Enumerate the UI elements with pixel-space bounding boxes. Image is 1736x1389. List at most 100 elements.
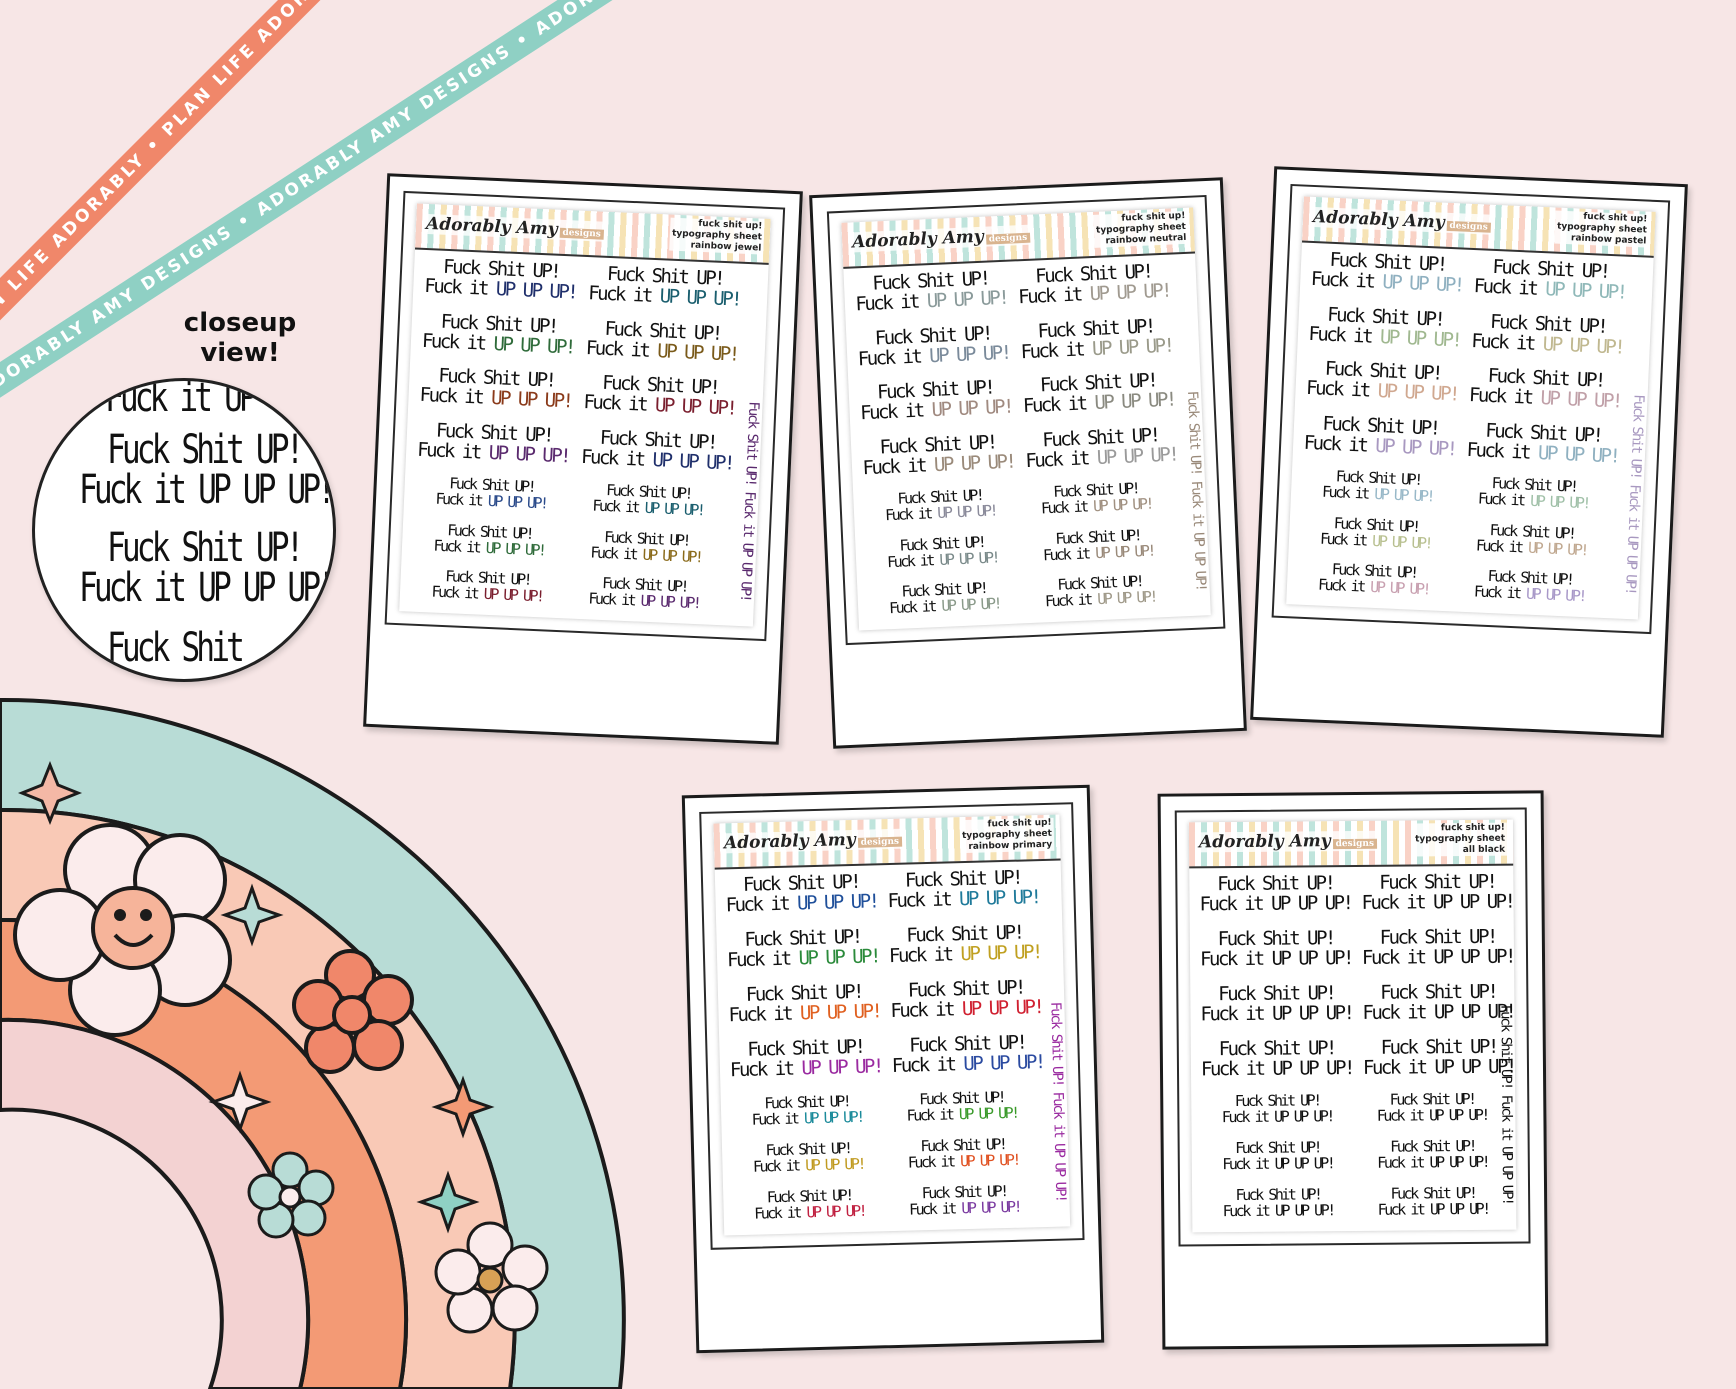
phrase-sticker: Fuck Shit UP! Fuck it UP UP UP!: [1305, 357, 1459, 406]
phrase-sticker: Fuck Shit UP! Fuck it UP UP UP!: [435, 474, 547, 513]
sheet-labels: fuck shit up! typography sheet rainbow pas…: [1554, 210, 1650, 248]
phrase-sticker: Fuck Shit UP! Fuck it UP UP UP!: [416, 419, 570, 468]
vertical-phrase-sticker: Fuck Shit UP! Fuck it UP UP UP!: [1622, 393, 1647, 594]
cream-flower-icon: [434, 1221, 549, 1334]
phrase-sticker: Fuck Shit UP! Fuck it UP UP UP!: [587, 574, 700, 613]
sheet-labels: fuck shit up! typography sheet rainbow pri…: [959, 817, 1055, 854]
closeup-label-line1: closeup: [183, 308, 297, 338]
phrase-grid: Fuck Shit UP! Fuck it UP UP UP! Fuck Shit …: [1199, 871, 1515, 1228]
closeup-line: Fuck it UP UP UP!: [79, 565, 333, 611]
phrase-sticker: Fuck Shit UP! Fuck it UP UP UP!: [1468, 364, 1622, 413]
closeup-label-line2: view!: [200, 338, 280, 368]
phrase-sticker: Fuck Shit UP! Fuck it UP UP UP!: [854, 267, 1008, 316]
phrase-grid: Fuck Shit UP! Fuck it UP UP UP! Fuck Shit …: [854, 260, 1185, 626]
phrase-sticker: Fuck Shit UP! Fuck it UP UP UP!: [1466, 419, 1619, 468]
rainbow-band-pink: [0, 1017, 311, 1389]
sparkle-icon: [17, 760, 83, 826]
phrase-sticker: Fuck Shit UP! Fuck it UP UP UP!: [421, 310, 575, 359]
phrase-sticker: Fuck Shit UP! Fuck it UP UP UP!: [1222, 1138, 1334, 1174]
phrase-sticker: Fuck Shit UP! Fuck it UP UP UP!: [583, 371, 736, 420]
phrase-sticker: Fuck Shit UP! Fuck it UP UP UP!: [888, 579, 1001, 618]
phrase-sticker: Fuck Shit UP! Fuck it UP UP UP!: [890, 976, 1043, 1023]
sparkle-icon: [431, 1075, 495, 1139]
vertical-phrase-sticker: Fuck Shit UP! Fuck it UP UP UP!: [1497, 1004, 1516, 1204]
closeup-line: Fuck Shit: [107, 625, 245, 671]
phrase-sticker: Fuck Shit UP! Fuck it UP UP UP!: [1200, 981, 1353, 1026]
phrase-sticker: Fuck Shit UP! Fuck it UP UP UP!: [752, 1138, 865, 1176]
sticker-sheet-card: Adorably Amy designs fuck shit up! typograp…: [1250, 166, 1688, 738]
phrase-sticker: Fuck Shit UP! Fuck it UP UP UP!: [908, 1181, 1021, 1219]
sticker-sheet-card: Adorably Amy designs fuck shit up! typograp…: [681, 784, 1105, 1354]
sheet-header-banner: Adorably Amy designs fuck shit up! typograp…: [414, 203, 771, 265]
phrase-sticker: Fuck Shit UP! Fuck it UP UP UP!: [1317, 560, 1430, 599]
phrase-sticker: Fuck Shit UP! Fuck it UP UP UP!: [590, 527, 702, 567]
phrase-sticker: Fuck Shit UP! Fuck it UP UP UP!: [592, 481, 704, 520]
phrase-sticker: Fuck Shit UP! Fuck it UP UP UP!: [423, 255, 577, 304]
rainbow-band-peach: [0, 807, 517, 1389]
phrase-sticker: Fuck Shit UP! Fuck it UP UP UP!: [1310, 248, 1464, 297]
vertical-phrase-sticker: Fuck Shit UP! Fuck it UP UP UP!: [737, 400, 762, 601]
closeup-line: Fuck it UP: [105, 378, 258, 421]
rainbow-band-coral: [0, 917, 408, 1389]
phrase-sticker: Fuck Shit UP! Fuck it UP UP UP!: [753, 1185, 866, 1223]
mint-flower-icon: [247, 1151, 335, 1239]
phrase-grid: Fuck Shit UP! Fuck it UP UP UP! Fuck Shit …: [409, 256, 742, 622]
closeup-line: Fuck it UP UP UP!: [79, 467, 333, 513]
phrase-sticker: Fuck Shit UP! Fuck it UP UP UP!: [433, 521, 545, 560]
brand-logo: Adorably Amy designs: [719, 828, 907, 854]
phrase-sticker: Fuck Shit UP! Fuck it UP UP UP!: [728, 981, 881, 1027]
vertical-phrase-sticker: Fuck Shit UP! Fuck it UP UP UP!: [1047, 1001, 1069, 1201]
sticker-sheet: Adorably Amy designs fuck shit up! typograp…: [1271, 183, 1671, 635]
sheet-variant: rainbow primary: [968, 839, 1053, 852]
phrase-sticker: Fuck Shit UP! Fuck it UP UP UP!: [1017, 260, 1171, 309]
phrase-sticker: Fuck Shit UP! Fuck it UP UP UP!: [726, 925, 880, 972]
phrase-sticker: Fuck Shit UP! Fuck it UP UP UP!: [1222, 1185, 1334, 1221]
phrase-sticker: Fuck Shit UP! Fuck it UP UP UP!: [906, 1087, 1018, 1125]
phrase-sticker: Fuck Shit UP! Fuck it UP UP UP!: [907, 1134, 1020, 1172]
coral-flower-icon: [292, 949, 414, 1074]
phrase-sticker: Fuck Shit UP! Fuck it UP UP UP!: [1221, 1091, 1333, 1127]
phrase-sticker: Fuck Shit UP! Fuck it UP UP UP!: [1362, 980, 1515, 1024]
phrase-sticker: Fuck Shit UP! Fuck it UP UP UP!: [1361, 870, 1514, 914]
phrase-sticker: Fuck Shit UP! Fuck it UP UP UP!: [1377, 1184, 1489, 1219]
phrase-sticker: Fuck Shit UP! Fuck it UP UP UP!: [1376, 1090, 1488, 1126]
phrase-sticker: Fuck Shit UP! Fuck it UP UP UP!: [1361, 925, 1515, 969]
sheet-labels: fuck shit up! typography sheet all black: [1412, 822, 1508, 857]
phrase-sticker: Fuck Shit UP! Fuck it UP UP UP!: [729, 1036, 883, 1082]
phrase-sticker: Fuck Shit UP! Fuck it UP UP UP!: [1199, 872, 1352, 916]
phrase-sticker: Fuck Shit UP! Fuck it UP UP UP!: [419, 364, 572, 413]
sheet-header-banner: Adorably Amy designs fuck shit up! typograp…: [841, 207, 1196, 269]
phrase-sticker: Fuck Shit UP! Fuck it UP UP UP!: [1200, 1036, 1354, 1080]
vertical-phrase-sticker: Fuck Shit UP! Fuck it UP UP UP!: [1184, 390, 1209, 590]
sheet-variant: all black: [1462, 844, 1506, 856]
phrase-sticker: Fuck Shit UP! Fuck it UP UP UP!: [1473, 255, 1627, 304]
phrase-sticker: Fuck Shit UP! Fuck it UP UP UP!: [859, 376, 1013, 425]
sparkle-icon: [208, 1070, 272, 1134]
phrase-sticker: Fuck Shit UP! Fuck it UP UP UP!: [1321, 467, 1434, 506]
phrase-sticker: Fuck Shit UP! Fuck it UP UP UP!: [1477, 474, 1590, 513]
phrase-sticker: Fuck Shit UP! Fuck it UP UP UP!: [751, 1091, 863, 1129]
phrase-sticker: Fuck Shit UP! Fuck it UP UP UP!: [1473, 567, 1586, 606]
sticker-sheet: Adorably Amy designs fuck shit up! typograp…: [1174, 807, 1531, 1247]
sparkle-icon: [220, 883, 284, 947]
closeup-line: Fuck Shit UP!: [107, 525, 304, 571]
brand-logo: Adorably Amy designs: [421, 213, 609, 242]
phrase-sticker: Fuck Shit UP! Fuck it UP UP UP!: [1470, 310, 1624, 359]
phrase-sticker: Fuck Shit UP! Fuck it UP UP UP!: [725, 870, 878, 917]
sticker-sheet-card: Adorably Amy designs fuck shit up! typograp…: [809, 177, 1247, 749]
phrase-sticker: Fuck Shit UP! Fuck it UP UP UP!: [857, 322, 1011, 370]
phrase-sticker: Fuck Shit UP! Fuck it UP UP UP!: [887, 866, 1040, 913]
phrase-sticker: Fuck Shit UP! Fuck it UP UP UP!: [1044, 572, 1157, 611]
phrase-sticker: Fuck Shit UP! Fuck it UP UP UP!: [886, 532, 999, 572]
phrase-sticker: Fuck Shit UP! Fuck it UP UP UP!: [862, 431, 1015, 479]
phrase-sticker: Fuck Shit UP! Fuck it UP UP UP!: [891, 1031, 1045, 1078]
phrase-sticker: Fuck Shit UP! Fuck it UP UP UP!: [585, 317, 739, 366]
phrase-sticker: Fuck Shit UP! Fuck it UP UP UP!: [1020, 314, 1173, 363]
phrase-sticker: Fuck Shit UP! Fuck it UP UP UP!: [431, 567, 543, 606]
phrase-sticker: Fuck Shit UP! Fuck it UP UP UP!: [1042, 526, 1155, 565]
sheet-header-banner: Adorably Amy designs fuck shit up! typograp…: [1301, 196, 1656, 258]
sparkle-icon: [416, 1170, 480, 1234]
phrase-sticker: Fuck Shit UP! Fuck it UP UP UP!: [580, 426, 734, 475]
sticker-sheet: Adorably Amy designs fuck shit up! typograp…: [826, 194, 1226, 646]
sheet-labels: fuck shit up! typography sheet rainbow jew…: [669, 217, 765, 255]
